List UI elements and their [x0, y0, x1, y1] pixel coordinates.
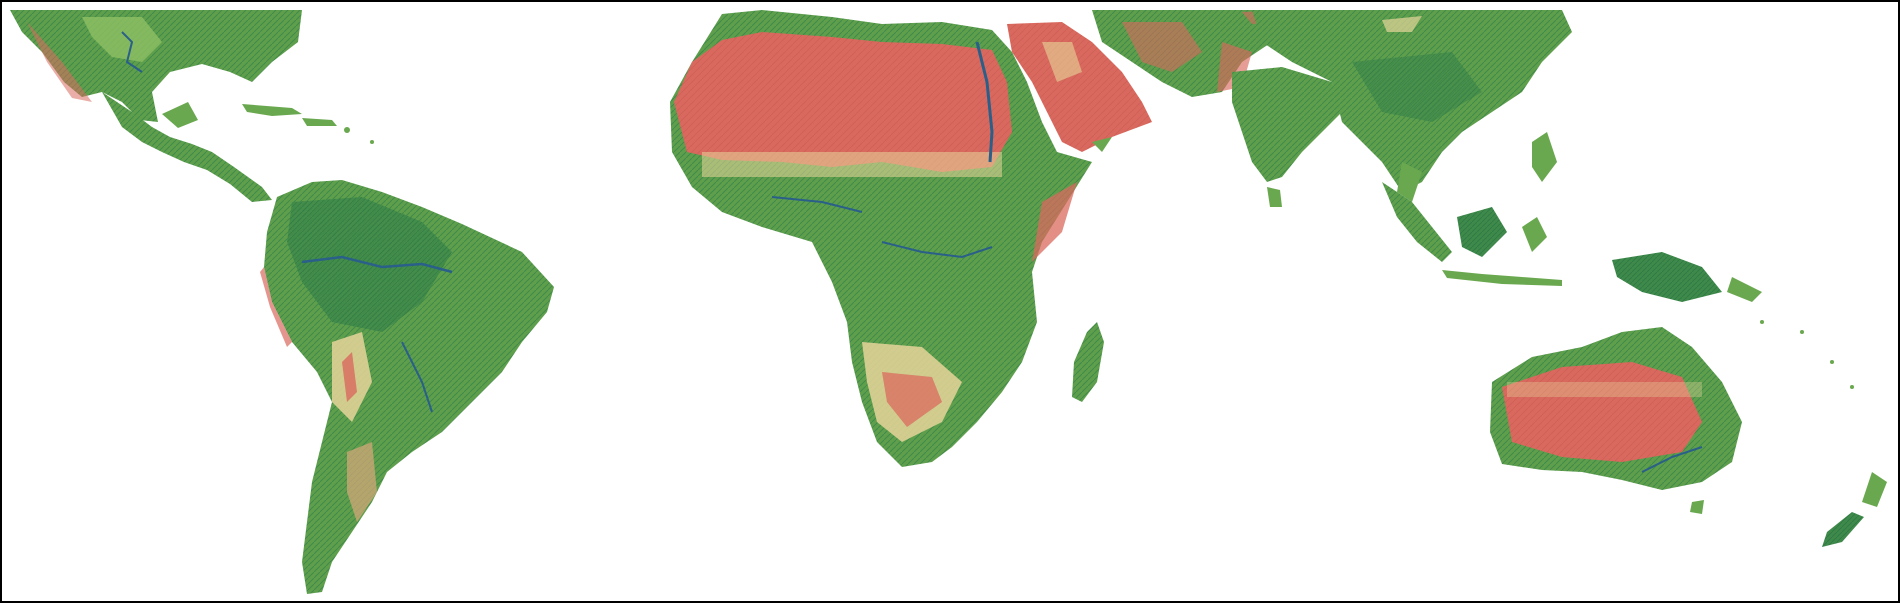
new-zealand — [1822, 472, 1887, 547]
new-guinea — [1612, 252, 1762, 302]
africa — [670, 10, 1092, 467]
arabia — [1007, 22, 1152, 152]
maritime-southeast-asia — [1382, 132, 1562, 286]
south-asia — [1232, 67, 1342, 207]
pacific-islands — [1760, 320, 1854, 389]
south-america — [260, 180, 554, 594]
central-america — [102, 92, 272, 202]
southeast-asia — [1252, 10, 1572, 202]
australia — [1490, 327, 1742, 514]
caribbean — [242, 104, 374, 144]
madagascar — [1072, 322, 1104, 402]
north-america — [10, 10, 302, 122]
